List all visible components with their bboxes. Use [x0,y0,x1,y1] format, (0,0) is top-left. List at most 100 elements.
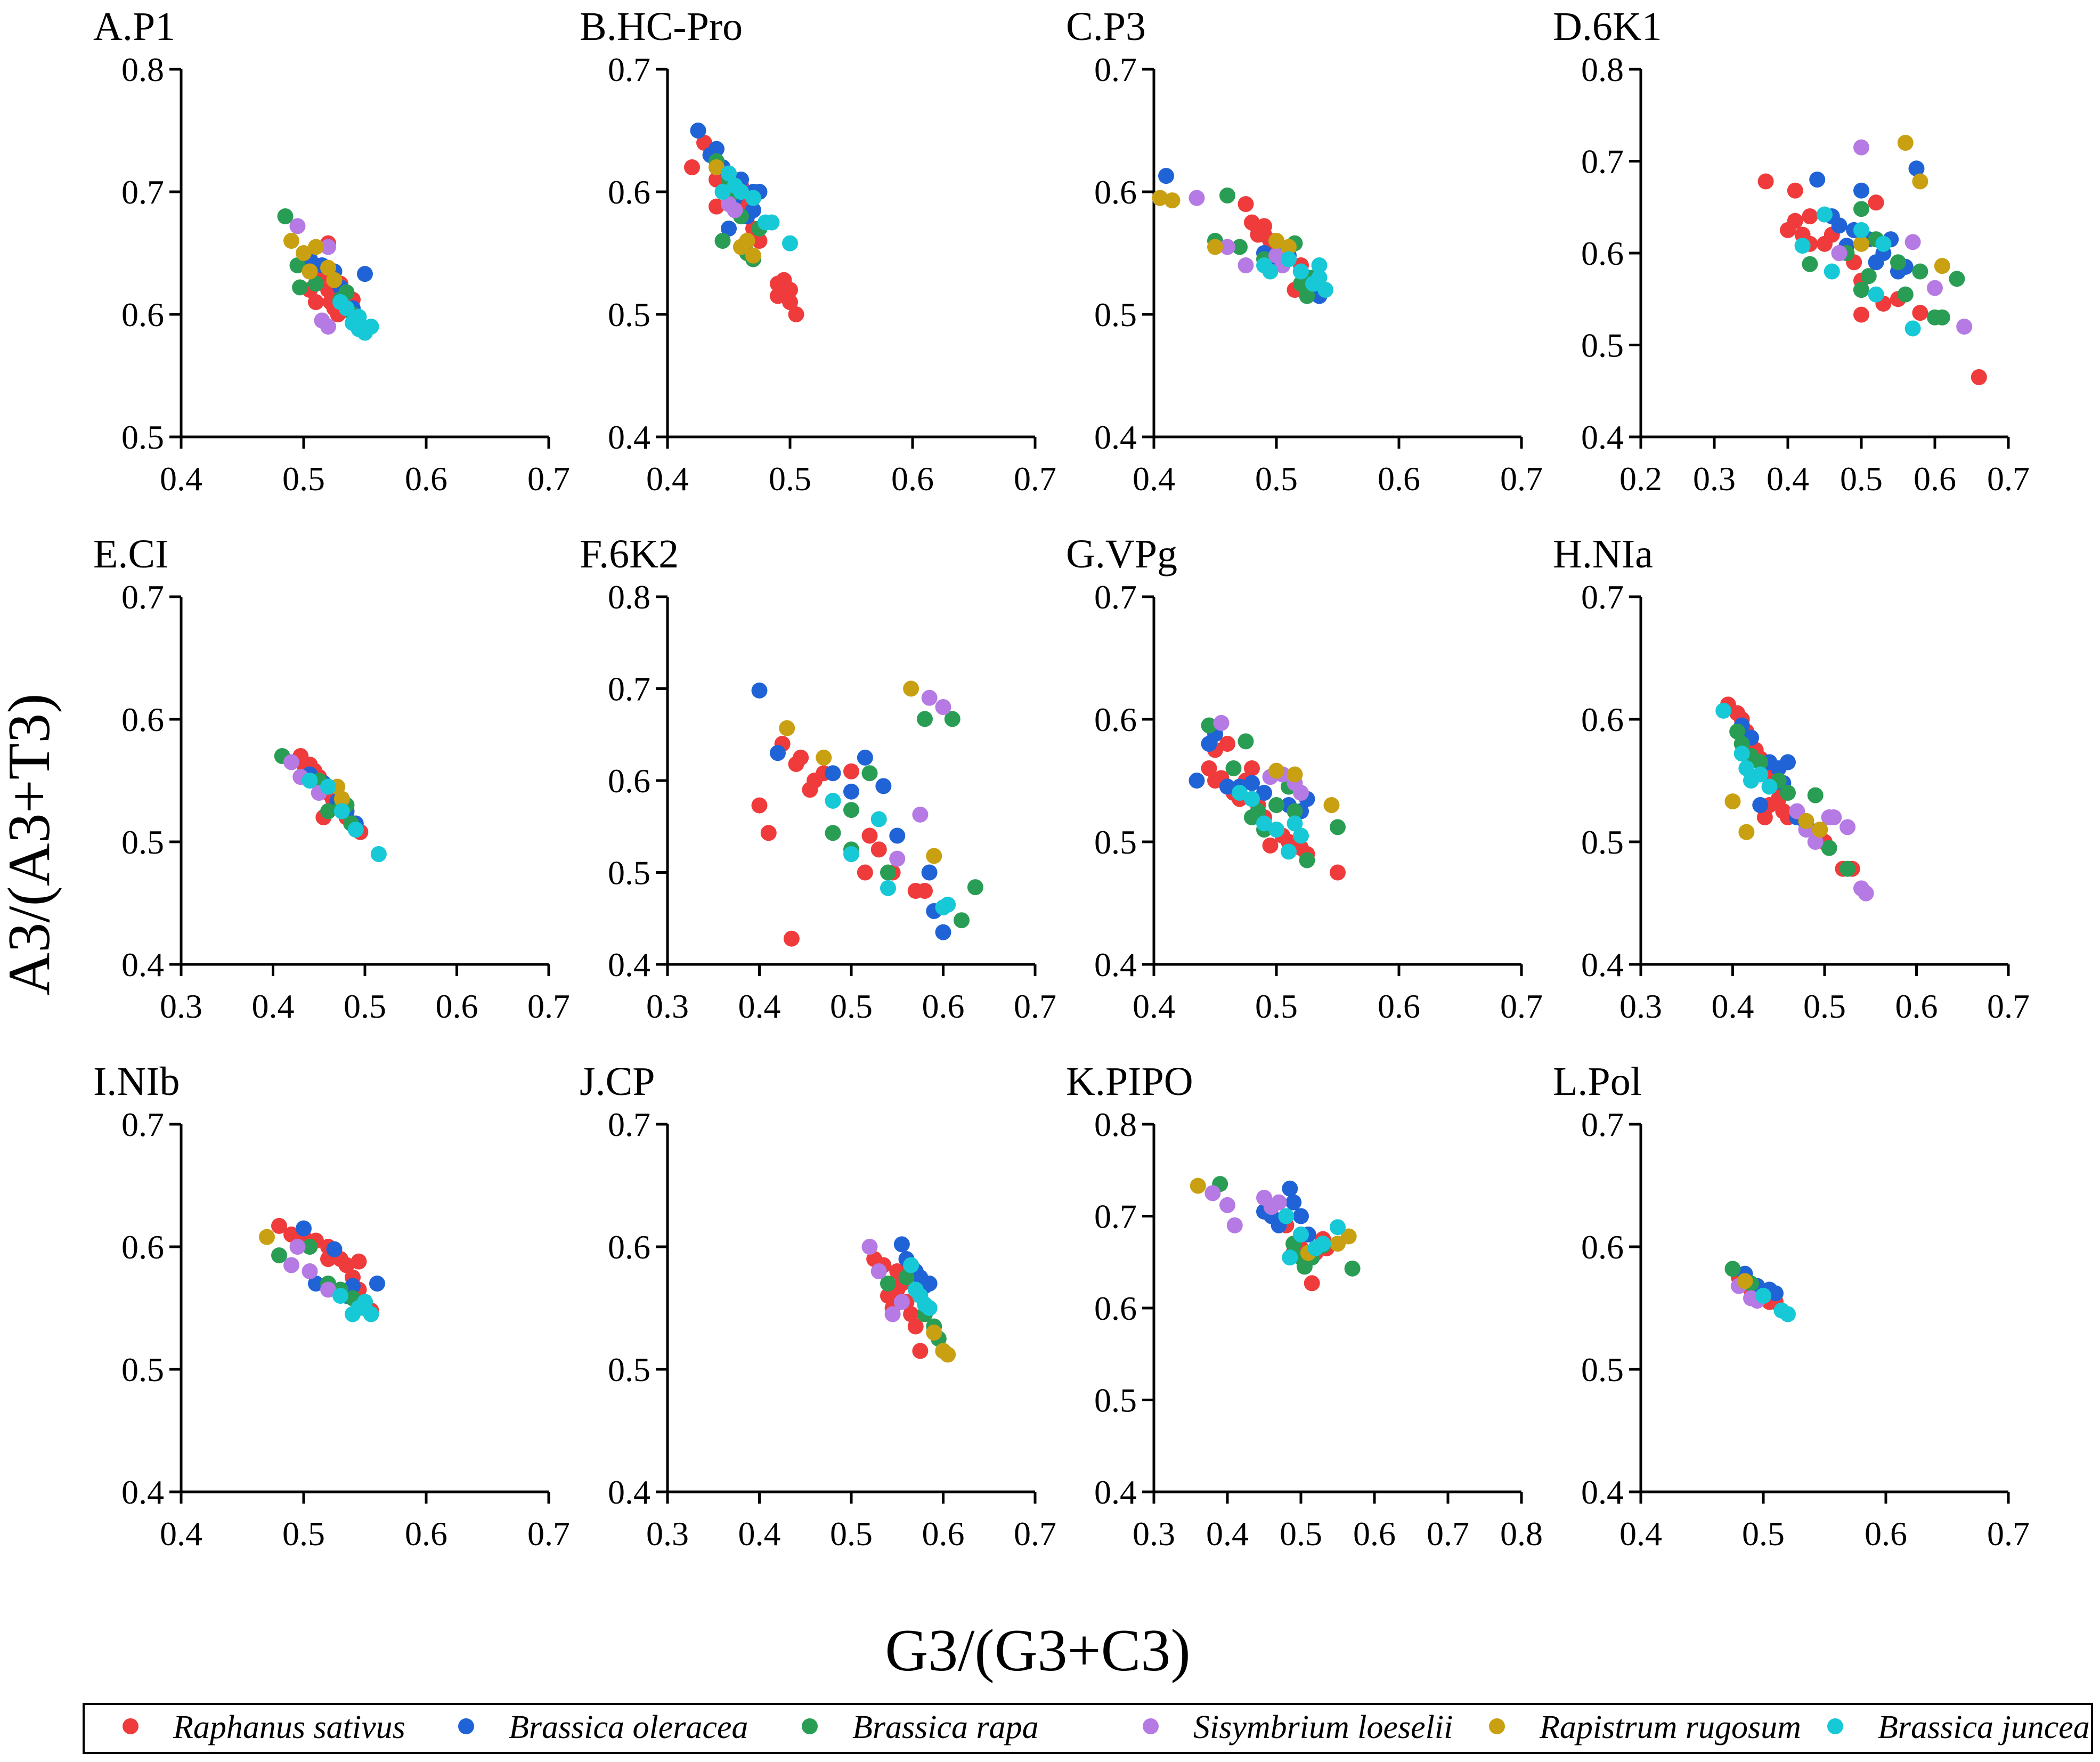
data-point [1949,271,1965,287]
data-point [690,123,706,139]
data-point [1207,239,1223,255]
data-point [283,1257,299,1273]
legend-marker [1827,1718,1843,1734]
x-tick-label: 0.7 [1987,1515,2030,1553]
x-tick-label: 0.5 [344,987,386,1025]
data-point [788,306,804,322]
data-point [308,239,324,255]
data-point [940,1346,956,1363]
data-point [302,263,318,280]
y-tick-label: 0.5 [608,1351,650,1389]
data-point [1282,1249,1298,1266]
panel-title: L.Pol [1553,1059,1642,1104]
series-brassica-juncea [332,294,379,341]
data-point [1780,754,1796,770]
data-point [709,172,725,188]
data-point [1330,864,1346,881]
data-point [1226,1217,1243,1233]
data-point [944,711,961,727]
legend-box [83,1703,2093,1754]
series-brassica-juncea [903,1257,938,1316]
data-point [1250,803,1266,819]
data-point [917,883,933,899]
data-point [1340,1228,1357,1245]
x-tick-label: 0.3 [1133,1515,1175,1553]
data-point [1752,797,1769,813]
panel-g-vpg: G.VPg 0.4 0.5 0.6 0.7 0.4 0.5 0.6 0.7 [1066,532,1543,1025]
data-point [320,778,336,795]
data-point [271,1217,287,1234]
data-point [1780,785,1796,801]
data-point [1238,196,1254,212]
x-tick-label: 0.7 [1014,1515,1056,1553]
data-point [333,791,350,807]
data-point [1826,809,1842,825]
data-point [1812,822,1828,838]
data-point [1912,305,1928,321]
y-tick-label: 0.7 [1581,578,1624,616]
data-point [363,1306,379,1322]
series-rapistrum-rugosum [1724,793,1828,840]
axis-lines [1639,1124,2008,1493]
data-point [1868,194,1884,211]
data-point [745,190,761,206]
y-axis-title: A3/(A3+T3) [0,693,62,995]
data-point [903,1306,919,1322]
data-point [1738,760,1755,776]
data-point [1281,843,1297,860]
data-point [1724,793,1741,810]
x-tick-label: 0.6 [1378,987,1420,1025]
data-point [739,233,755,249]
x-tick-label: 0.3 [1619,987,1662,1025]
data-point [1904,320,1921,337]
y-tick-label: 0.4 [121,1473,164,1511]
data-point [779,720,795,736]
x-tick-label: 0.4 [160,460,202,498]
data-point [1908,160,1925,177]
series-brassica-oleracea [751,682,951,940]
data-point [1768,1285,1784,1302]
series-brassica-juncea [714,165,798,251]
data-point [1293,1208,1309,1224]
data-point [1755,1288,1771,1304]
panel-k-pipo: K.PIPO 0.3 0.4 0.5 0.6 0.7 0.8 0.4 0.5 0.6 0.7 0.8 [1066,1059,1543,1553]
y-tick-label: 0.6 [1581,234,1624,272]
data-point [751,682,768,699]
data-point [314,312,330,329]
data-point [912,806,929,823]
legend-marker [123,1718,139,1734]
data-point [1798,813,1814,829]
data-point [1244,775,1260,791]
data-point [880,880,896,896]
data-point [1912,263,1928,280]
data-point [903,680,919,697]
data-point [709,159,725,175]
data-point [893,1236,910,1253]
data-point [1299,288,1315,304]
series-brassica-juncea [1715,702,1778,795]
series-rapistrum-rugosum [259,1229,275,1245]
x-tick-label: 0.7 [1987,987,2030,1025]
x-tick-label: 0.7 [1014,460,1056,498]
data-point [1715,702,1732,719]
axis-lines [1639,597,2008,966]
data-point [1344,1260,1361,1277]
y-tick-label: 0.7 [608,670,650,708]
data-point [332,294,348,310]
data-point [1761,778,1778,795]
data-point [296,245,312,261]
data-point [320,803,336,819]
data-point [302,1239,318,1255]
x-tick-label: 0.5 [830,987,873,1025]
data-point [1752,766,1769,783]
x-tick-label: 0.6 [436,987,478,1025]
x-tick-label: 0.7 [527,1515,570,1553]
y-tick-label: 0.7 [1094,578,1137,616]
series-rapistrum-rugosum [1853,135,1950,274]
series-brassica-juncea [825,792,956,916]
x-tick-label: 0.5 [282,460,325,498]
data-point [870,811,887,827]
y-tick-label: 0.4 [1094,1473,1137,1511]
